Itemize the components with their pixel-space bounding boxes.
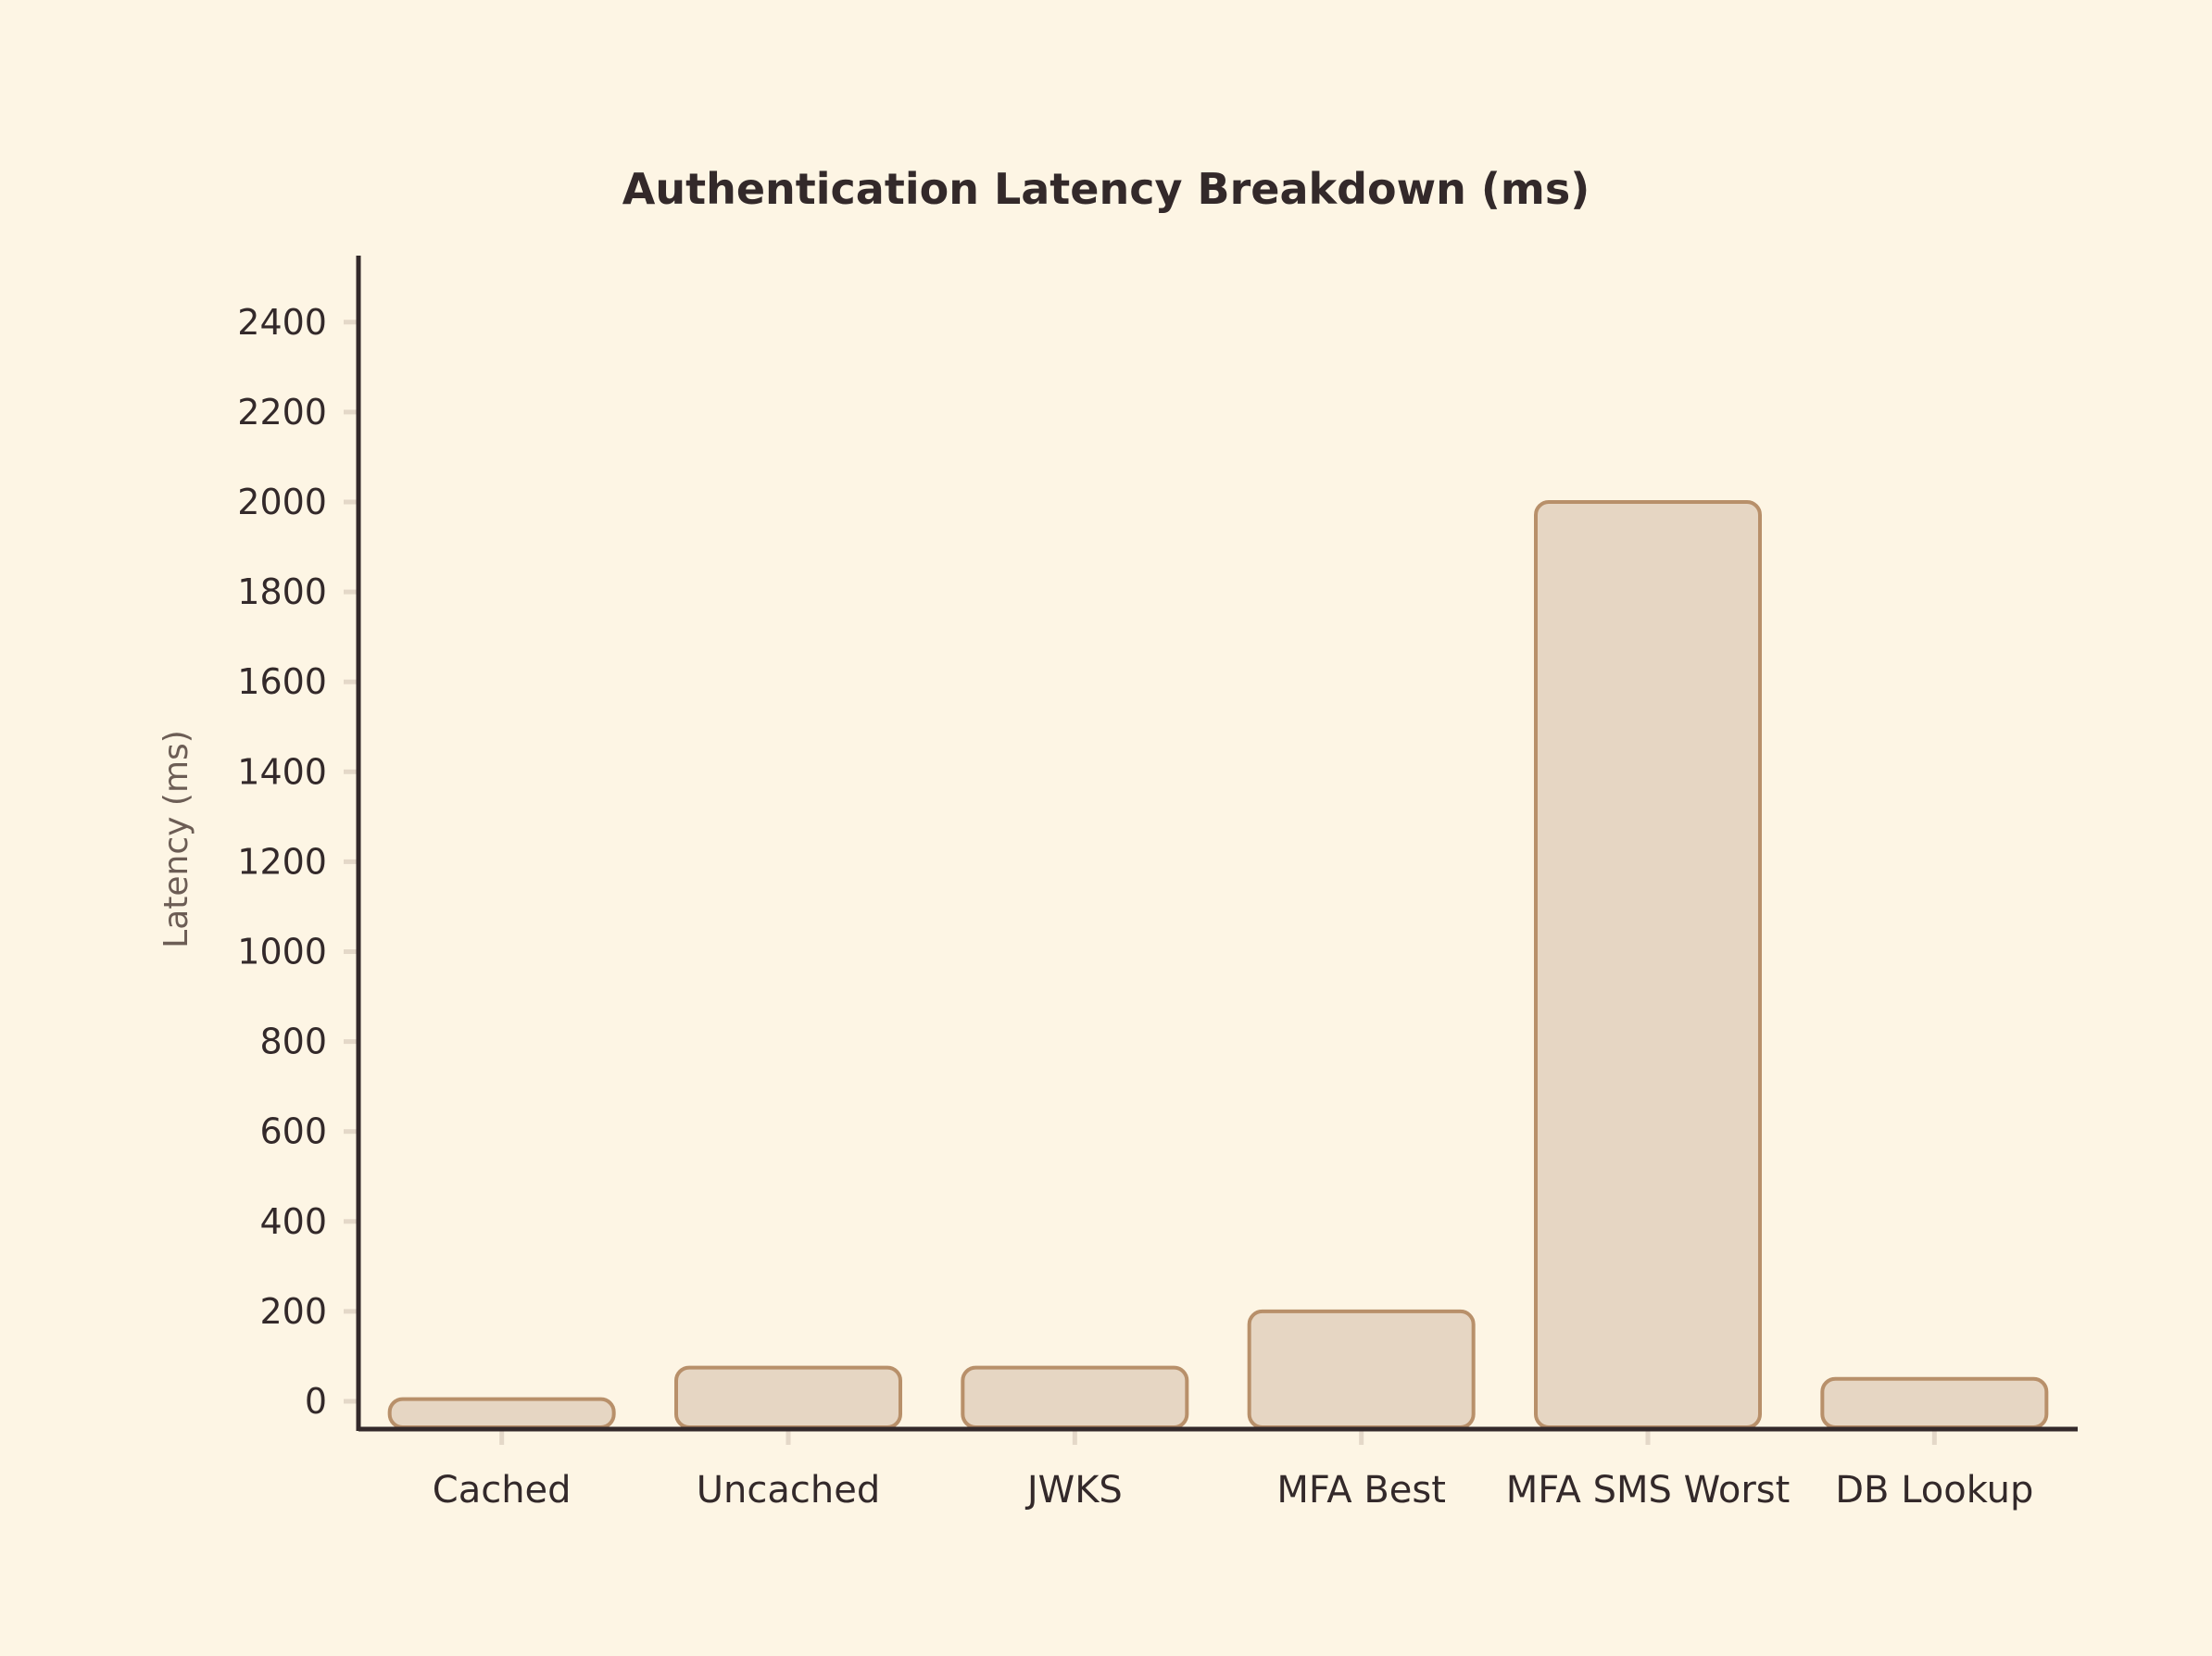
bar — [1820, 1376, 2049, 1429]
y-tick-label: 400 — [259, 1201, 327, 1242]
y-tick-label: 800 — [259, 1022, 327, 1062]
x-tick-label: MFA SMS Worst — [1506, 1469, 1791, 1512]
y-tick-label: 1800 — [237, 571, 327, 612]
x-tick-label: Uncached — [697, 1469, 880, 1512]
bar — [674, 1365, 902, 1430]
bar — [961, 1365, 1189, 1430]
bar — [387, 1397, 616, 1430]
y-tick-label: 0 — [305, 1381, 327, 1422]
y-tick-label: 1400 — [237, 751, 327, 792]
x-tick-label: JWKS — [1024, 1469, 1123, 1512]
y-axis-ticks: 0 200 400 600 800 1000 1200 1400 1600 1800 2000 220… — [237, 302, 357, 1422]
y-tick-label: 1000 — [237, 932, 327, 972]
y-tick-label: 200 — [259, 1291, 327, 1332]
bar — [1247, 1309, 1476, 1430]
y-tick-label: 600 — [259, 1111, 327, 1152]
x-tick-label: Cached — [433, 1469, 572, 1512]
y-axis-label: Latency (ms) — [157, 730, 195, 948]
chart-title: Authentication Latency Breakdown (ms) — [622, 164, 1590, 214]
bar — [1534, 500, 1762, 1429]
y-tick-label: 2400 — [237, 302, 327, 343]
y-tick-label: 2000 — [237, 482, 327, 522]
x-tick-label: DB Lookup — [1835, 1469, 2033, 1512]
bars — [387, 500, 2049, 1430]
y-tick-label: 2200 — [237, 392, 327, 433]
x-tick-label: MFA Best — [1276, 1469, 1446, 1512]
y-tick-label: 1200 — [237, 841, 327, 882]
x-axis-ticks: Cached Uncached JWKS MFA Best MFA SMS Worst D… — [433, 1431, 2033, 1512]
y-tick-label: 1600 — [237, 661, 327, 702]
